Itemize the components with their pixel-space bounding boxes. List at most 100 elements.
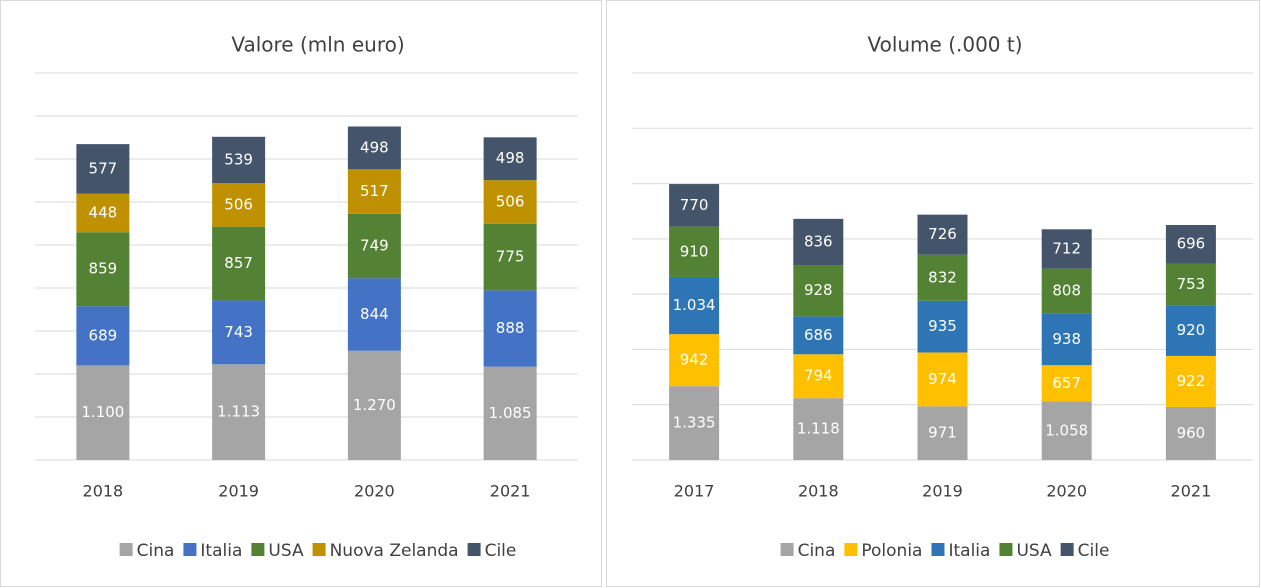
bar-segment — [347, 169, 401, 214]
bar-segment — [1041, 365, 1092, 402]
legend-swatch — [251, 543, 265, 556]
legend-swatch — [183, 543, 197, 556]
data-label: 1.034 — [673, 296, 716, 314]
data-label: 539 — [224, 150, 253, 168]
bar-segment — [793, 265, 844, 317]
data-label: 960 — [1177, 424, 1206, 442]
bar-segment — [669, 226, 720, 277]
x-tick-label: 2017 — [674, 482, 715, 501]
data-label: 1.335 — [673, 414, 716, 432]
bar-segment — [1041, 401, 1092, 460]
data-label: 888 — [496, 319, 525, 337]
bar-segment — [1165, 406, 1216, 460]
data-label: 859 — [89, 260, 118, 278]
bar-segment — [76, 232, 130, 307]
data-label: 506 — [224, 195, 253, 213]
x-tick-label: 2018 — [798, 482, 839, 501]
legend-swatch — [119, 543, 133, 556]
data-label: 743 — [224, 323, 253, 341]
bar-segment — [793, 354, 844, 399]
bar-segment — [917, 254, 968, 301]
x-tick-label: 2021 — [1171, 482, 1212, 501]
chart-title: Valore (mln euro) — [231, 33, 404, 57]
data-label: 726 — [928, 225, 957, 243]
bar-segment — [1165, 224, 1216, 264]
data-label: 942 — [680, 351, 709, 369]
x-tick-label: 2021 — [490, 482, 531, 501]
data-label: 657 — [1052, 374, 1081, 392]
bar-segment — [1165, 305, 1216, 356]
data-label: 974 — [928, 370, 957, 388]
data-label: 922 — [1177, 372, 1206, 390]
data-label: 928 — [804, 281, 833, 299]
data-label: 498 — [496, 149, 525, 167]
data-label: 836 — [804, 232, 833, 250]
bar-segment — [1041, 313, 1092, 366]
data-label: 844 — [360, 305, 389, 323]
data-label: 686 — [804, 326, 833, 344]
bar-segment — [347, 278, 401, 351]
bar-segment — [1165, 355, 1216, 407]
data-label: 808 — [1052, 281, 1081, 299]
data-label: 749 — [360, 236, 389, 254]
bar-segment — [483, 137, 537, 181]
legend-swatch — [780, 543, 794, 556]
data-label: 971 — [928, 424, 957, 442]
bar-segment — [212, 136, 266, 184]
legend-swatch — [999, 543, 1013, 556]
x-tick-label: 2020 — [354, 482, 395, 501]
bar-segment — [76, 365, 130, 460]
data-label: 857 — [224, 254, 253, 272]
data-label: 1.085 — [489, 404, 532, 422]
bar-segment — [212, 364, 266, 460]
bar-segment — [483, 290, 537, 367]
data-label: 506 — [496, 192, 525, 210]
legend-swatch — [1060, 543, 1074, 556]
data-label: 938 — [1052, 330, 1081, 348]
legend-swatch — [931, 543, 945, 556]
bar-segment — [483, 366, 537, 460]
data-label: 1.118 — [797, 420, 840, 438]
bar-segment — [793, 398, 844, 460]
legend-label: Italia — [948, 541, 990, 561]
bar-segment — [347, 126, 401, 170]
bar-segment — [917, 406, 968, 460]
legend-swatch — [312, 543, 326, 556]
bar-segment — [347, 350, 401, 460]
bar-segment — [212, 226, 266, 301]
bar-segment — [669, 386, 720, 460]
legend-label: Nuova Zelanda — [330, 541, 459, 561]
legend-label: USA — [268, 541, 304, 561]
legend-label: Cile — [485, 541, 517, 561]
legend-label: Polonia — [861, 541, 922, 561]
data-label: 577 — [89, 159, 118, 177]
data-label: 1.058 — [1045, 421, 1088, 439]
bar-segment — [669, 334, 720, 387]
legend-label: Cina — [137, 541, 175, 561]
bar-segment — [793, 316, 844, 355]
bar-segment — [483, 180, 537, 224]
bar-segment — [1041, 268, 1092, 314]
data-label: 935 — [928, 317, 957, 335]
bar-segment — [76, 144, 130, 194]
data-label: 832 — [928, 268, 957, 286]
data-label: 1.270 — [353, 396, 396, 414]
data-label: 498 — [360, 138, 389, 156]
data-label: 794 — [804, 367, 833, 385]
data-label: 753 — [1177, 275, 1206, 293]
data-label: 689 — [89, 326, 118, 344]
data-label: 910 — [680, 242, 709, 260]
bar-segment — [483, 223, 537, 291]
x-tick-label: 2019 — [922, 482, 963, 501]
legend-label: USA — [1016, 541, 1052, 561]
data-label: 696 — [1177, 235, 1206, 253]
bar-segment — [1165, 263, 1216, 306]
bar-segment — [347, 213, 401, 279]
legend-label: Italia — [200, 541, 242, 561]
bar-segment — [1041, 229, 1092, 269]
x-tick-label: 2019 — [218, 482, 259, 501]
bar-segment — [76, 306, 130, 366]
data-label: 712 — [1052, 239, 1081, 257]
data-label: 920 — [1177, 321, 1206, 339]
